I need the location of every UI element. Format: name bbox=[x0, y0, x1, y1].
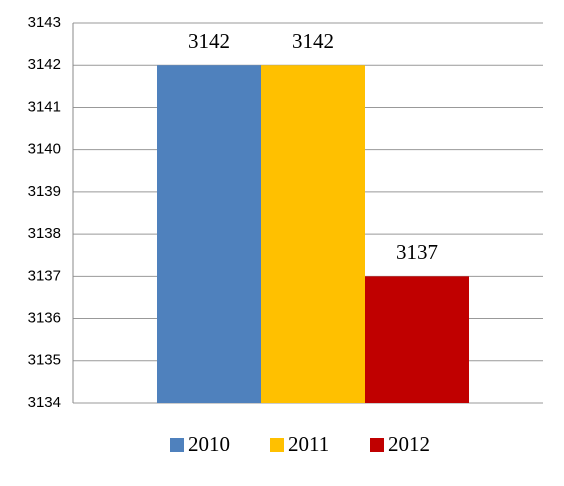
bar bbox=[365, 276, 469, 403]
legend-swatch bbox=[270, 438, 284, 452]
legend-swatch bbox=[370, 438, 384, 452]
legend-swatch bbox=[170, 438, 184, 452]
y-tick-label: 3136 bbox=[28, 310, 61, 327]
y-tick-label: 3142 bbox=[28, 56, 61, 73]
legend-label: 2012 bbox=[388, 432, 430, 456]
data-label: 3137 bbox=[396, 240, 438, 264]
y-tick-label: 3141 bbox=[28, 98, 61, 115]
data-label: 3142 bbox=[188, 29, 230, 53]
y-tick-label: 3140 bbox=[28, 141, 61, 158]
y-tick-label: 3143 bbox=[28, 14, 61, 31]
legend-label: 2010 bbox=[188, 432, 230, 456]
legend-label: 2011 bbox=[288, 432, 329, 456]
data-label: 3142 bbox=[292, 29, 334, 53]
y-tick-label: 3139 bbox=[28, 183, 61, 200]
y-tick-label: 3135 bbox=[28, 352, 61, 369]
y-tick-label: 3137 bbox=[28, 267, 61, 284]
y-tick-label: 3138 bbox=[28, 225, 61, 242]
bar bbox=[261, 65, 365, 403]
bar bbox=[157, 65, 261, 403]
y-tick-label: 3134 bbox=[28, 394, 61, 411]
